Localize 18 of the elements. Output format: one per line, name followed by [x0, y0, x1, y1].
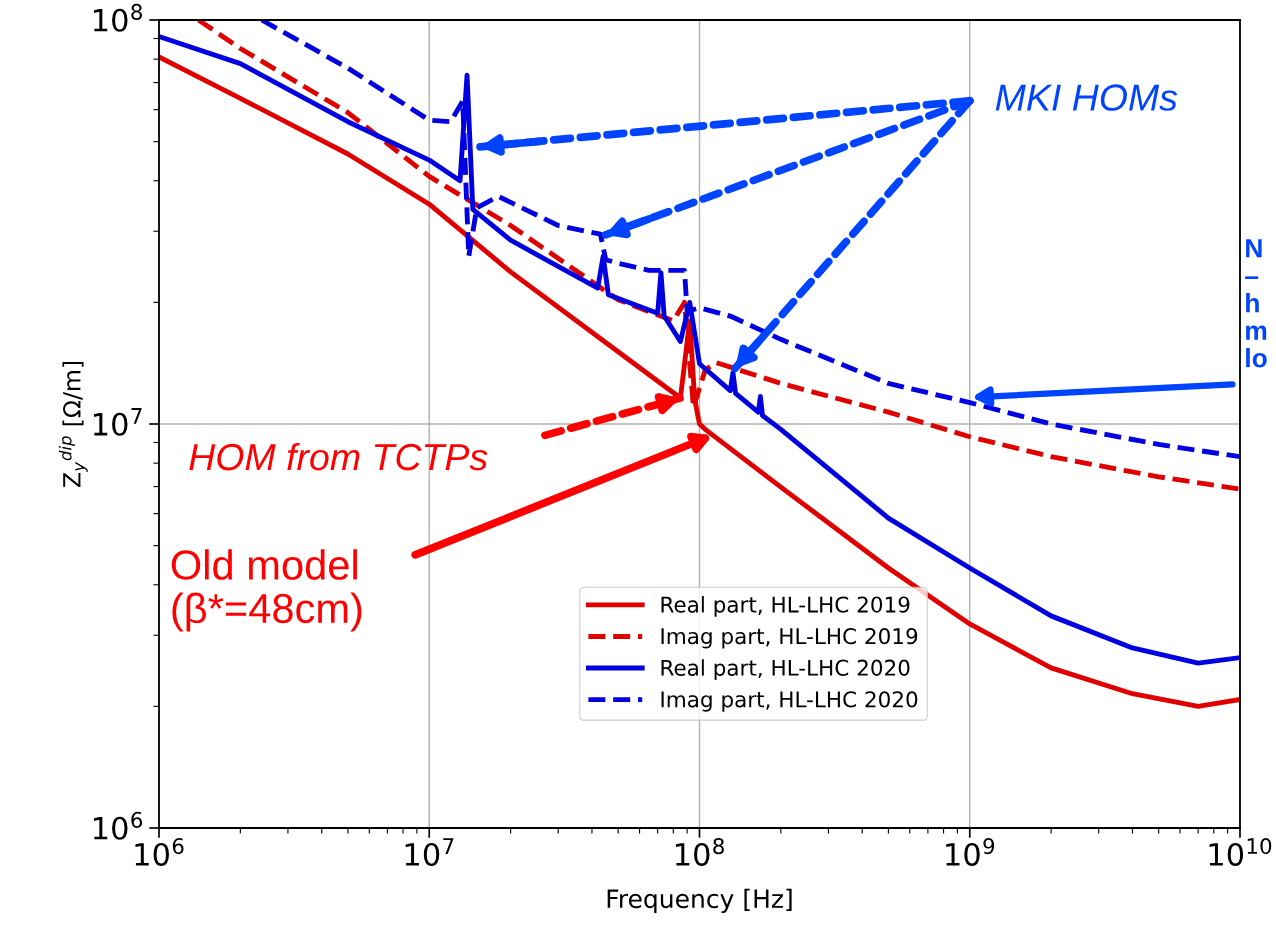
x-tick-label: 10$^{6}$ [135, 838, 184, 866]
x-tick-label: 10$^{7}$ [405, 838, 454, 867]
x-tick-label: 10$^{9}$ [946, 838, 995, 866]
y-tick-label: 10$^{7}$ [94, 408, 142, 436]
legend-label: Real part, HL-LHC 2020 [661, 659, 910, 681]
y-axis-title: Z$_{y}$$^{dip}$ [Ω/m] [58, 361, 88, 488]
y-tick-label: 10$^{6}$ [94, 811, 143, 840]
annotation: HOM from TCTPs [189, 442, 488, 471]
legend-label: Imag part, HL-LHC 2020 [661, 691, 918, 712]
legend-label: Imag part, HL-LHC 2019 [661, 628, 918, 649]
text: N – h m lo [1245, 239, 1267, 368]
y-tick-label: 10$^{8}$ [94, 3, 142, 32]
annotation: Old model (β*=48cm) [171, 549, 362, 632]
x-tick-label: 10$^{8}$ [675, 838, 724, 866]
legend-label: Real part, HL-LHC 2019 [661, 596, 910, 617]
x-axis-title: Frequency [Hz] [607, 888, 792, 914]
x-tick-label: 10$^{10}$ [1209, 838, 1272, 866]
annotation: MKI HOMs [995, 84, 1178, 111]
